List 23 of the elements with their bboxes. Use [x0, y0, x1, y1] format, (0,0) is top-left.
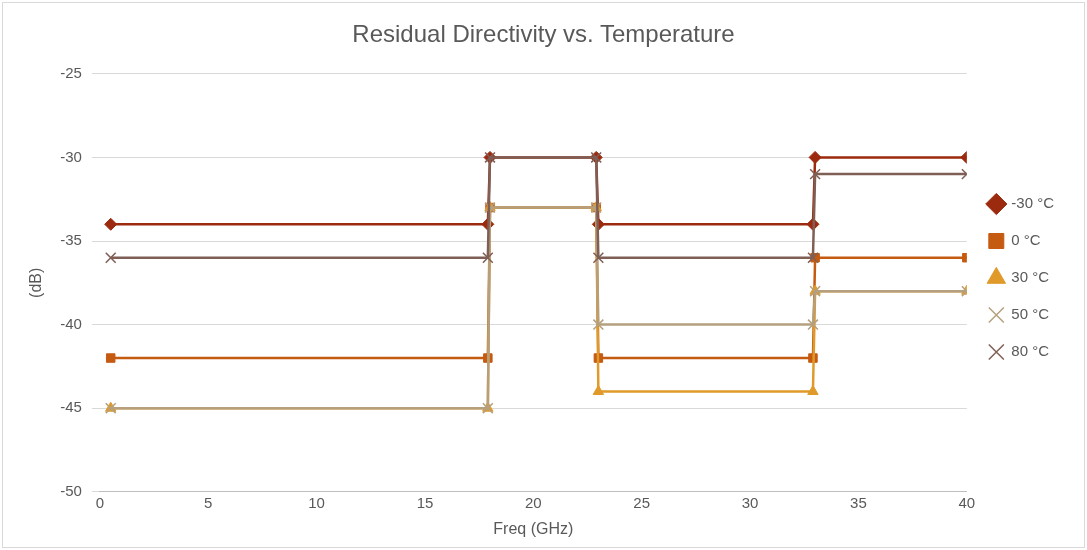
y-tick-label: -35 — [60, 231, 82, 249]
x-tick-label: 10 — [308, 493, 325, 511]
x-tick-label: 0 — [95, 493, 105, 511]
x-tick-label: 40 — [958, 493, 976, 511]
x-tick-label: 25 — [633, 493, 651, 511]
chart-title: Residual Directivity vs. Temperature — [352, 20, 735, 48]
y-tick-label: -45 — [60, 398, 82, 416]
legend-label: 50 °C — [1011, 305, 1050, 323]
x-tick-label: 5 — [204, 493, 213, 511]
legend-label: -30 °C — [1011, 194, 1055, 212]
x-tick-label: 30 — [741, 493, 759, 511]
y-tick-label: -30 — [60, 147, 82, 165]
x-tick-label: 20 — [525, 493, 542, 511]
legend-label: 30 °C — [1011, 268, 1050, 286]
legend-label: 80 °C — [1011, 342, 1050, 360]
x-tick-label: 35 — [850, 493, 867, 511]
y-tick-label: -25 — [60, 63, 82, 81]
x-tick-label: 15 — [416, 493, 434, 511]
x-axis-title: Freq (GHz) — [493, 519, 574, 537]
y-tick-label: -40 — [60, 314, 82, 332]
legend-label: 0 °C — [1011, 231, 1041, 249]
y-axis-title: (dB) — [27, 267, 45, 298]
y-tick-label: -50 — [60, 481, 82, 499]
